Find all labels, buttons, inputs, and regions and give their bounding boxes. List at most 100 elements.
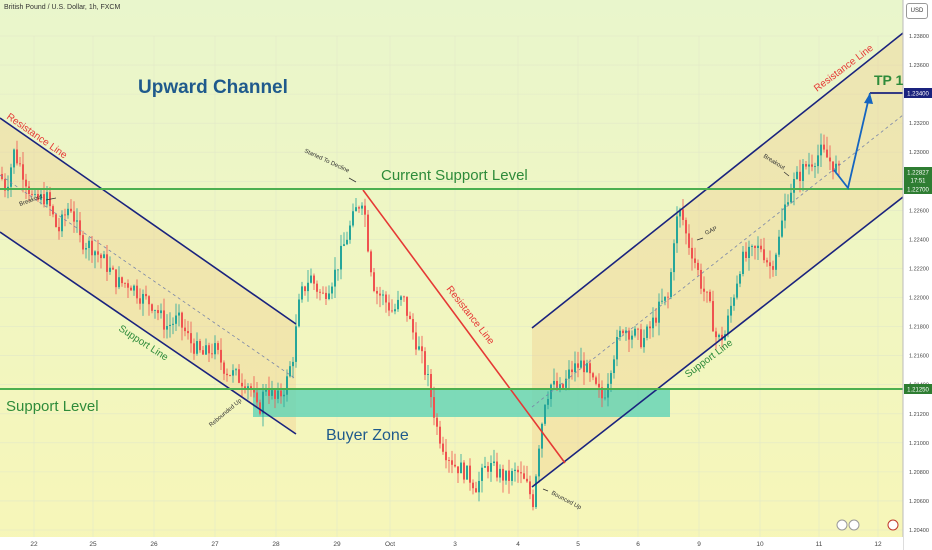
candle-body bbox=[508, 470, 510, 481]
candle-body bbox=[280, 390, 282, 397]
candle-body bbox=[490, 463, 492, 472]
candle-body bbox=[733, 297, 735, 306]
candle-body bbox=[232, 370, 234, 376]
candle-body bbox=[676, 216, 678, 244]
chart-header: British Pound / U.S. Dollar, 1h, FXCM bbox=[4, 4, 121, 11]
candle-body bbox=[700, 269, 702, 289]
x-tick-label: 28 bbox=[272, 541, 280, 548]
candle-body bbox=[370, 251, 372, 273]
candle-body bbox=[223, 362, 225, 374]
started-arrow bbox=[348, 177, 357, 183]
y-tick-label: 1.21800 bbox=[909, 325, 929, 331]
candle-body bbox=[91, 240, 93, 256]
tp1-label: TP 1 bbox=[874, 72, 904, 88]
candle-body bbox=[79, 220, 81, 236]
candle-body bbox=[196, 341, 198, 354]
x-tick-label: 25 bbox=[89, 541, 97, 548]
candle-body bbox=[484, 466, 486, 468]
candle-body bbox=[412, 319, 414, 333]
candle-body bbox=[268, 388, 270, 396]
candle-body bbox=[592, 373, 594, 378]
x-tick-label: 22 bbox=[30, 541, 38, 548]
candle-body bbox=[211, 353, 213, 355]
candle-body bbox=[385, 294, 387, 303]
candle-body bbox=[580, 360, 582, 368]
candle-body bbox=[535, 476, 537, 508]
candle-body bbox=[76, 220, 78, 222]
candle-body bbox=[442, 443, 444, 452]
candle-body bbox=[715, 331, 717, 338]
candle-body bbox=[19, 163, 21, 165]
candle-body bbox=[112, 267, 114, 270]
candle-body bbox=[784, 204, 786, 221]
y-tick-label: 1.23600 bbox=[909, 63, 929, 69]
candle-body bbox=[274, 390, 276, 399]
candle-body bbox=[145, 293, 147, 297]
candle-body bbox=[727, 315, 729, 335]
candle-body bbox=[493, 461, 495, 464]
candle-body bbox=[109, 267, 111, 272]
candle-body bbox=[13, 149, 15, 168]
price-label: 1.21250 bbox=[907, 388, 929, 394]
candle-body bbox=[58, 226, 60, 232]
candle-body bbox=[46, 192, 48, 205]
candle-body bbox=[406, 296, 408, 316]
candle-body bbox=[334, 269, 336, 287]
candle-body bbox=[739, 274, 741, 284]
currency-button[interactable]: USD bbox=[906, 3, 928, 19]
candle-body bbox=[97, 251, 99, 255]
candle-body bbox=[139, 298, 141, 304]
candle-body bbox=[394, 309, 396, 312]
candle-body bbox=[658, 301, 660, 323]
candle-body bbox=[238, 369, 240, 383]
y-tick-label: 1.22400 bbox=[909, 237, 929, 243]
candle-body bbox=[118, 277, 120, 288]
candle-body bbox=[418, 346, 420, 350]
candle-body bbox=[295, 326, 297, 362]
x-tick-label: 11 bbox=[816, 541, 823, 548]
candle-body bbox=[10, 167, 12, 187]
candle-body bbox=[61, 214, 63, 232]
candle-body bbox=[526, 478, 528, 482]
candle-body bbox=[175, 315, 177, 324]
candle-body bbox=[265, 388, 267, 392]
candle-body bbox=[469, 465, 471, 483]
left-support-line bbox=[0, 231, 297, 435]
candle-body bbox=[16, 149, 18, 164]
record-icon[interactable] bbox=[887, 519, 899, 531]
candle-body bbox=[37, 194, 39, 200]
right-support-line bbox=[531, 196, 904, 488]
gap-label: GAP bbox=[704, 226, 718, 237]
candle-body bbox=[400, 296, 402, 300]
candle-body bbox=[691, 247, 693, 259]
x-tick-label: 12 bbox=[874, 541, 882, 548]
candle-body bbox=[769, 262, 771, 267]
y-tick-label: 1.23800 bbox=[909, 34, 929, 40]
candle-body bbox=[286, 376, 288, 395]
candle-body bbox=[454, 464, 456, 467]
y-tick-label: 1.20800 bbox=[909, 470, 929, 476]
candle-body bbox=[169, 324, 171, 327]
candle-body bbox=[157, 310, 159, 314]
candle-body bbox=[478, 480, 480, 493]
candle-body bbox=[634, 328, 636, 336]
candle-body bbox=[382, 294, 384, 296]
candle-body bbox=[199, 341, 201, 351]
candle-body bbox=[166, 326, 168, 330]
gap-arrow bbox=[696, 237, 704, 241]
candle-body bbox=[475, 488, 477, 493]
x-tick-label: 5 bbox=[576, 541, 580, 548]
candle-body bbox=[325, 292, 327, 299]
candle-body bbox=[745, 251, 747, 258]
settings-icon[interactable] bbox=[848, 519, 860, 531]
candle-body bbox=[463, 462, 465, 480]
candle-body bbox=[235, 369, 237, 371]
candle-body bbox=[148, 296, 150, 305]
candle-body bbox=[373, 272, 375, 291]
chart-icon[interactable] bbox=[836, 519, 848, 531]
y-tick-label: 1.22600 bbox=[909, 208, 929, 214]
candle-body bbox=[610, 373, 612, 384]
candle-body bbox=[604, 397, 606, 399]
candle-body bbox=[379, 293, 381, 296]
support-level-label: Support Level bbox=[6, 398, 99, 415]
